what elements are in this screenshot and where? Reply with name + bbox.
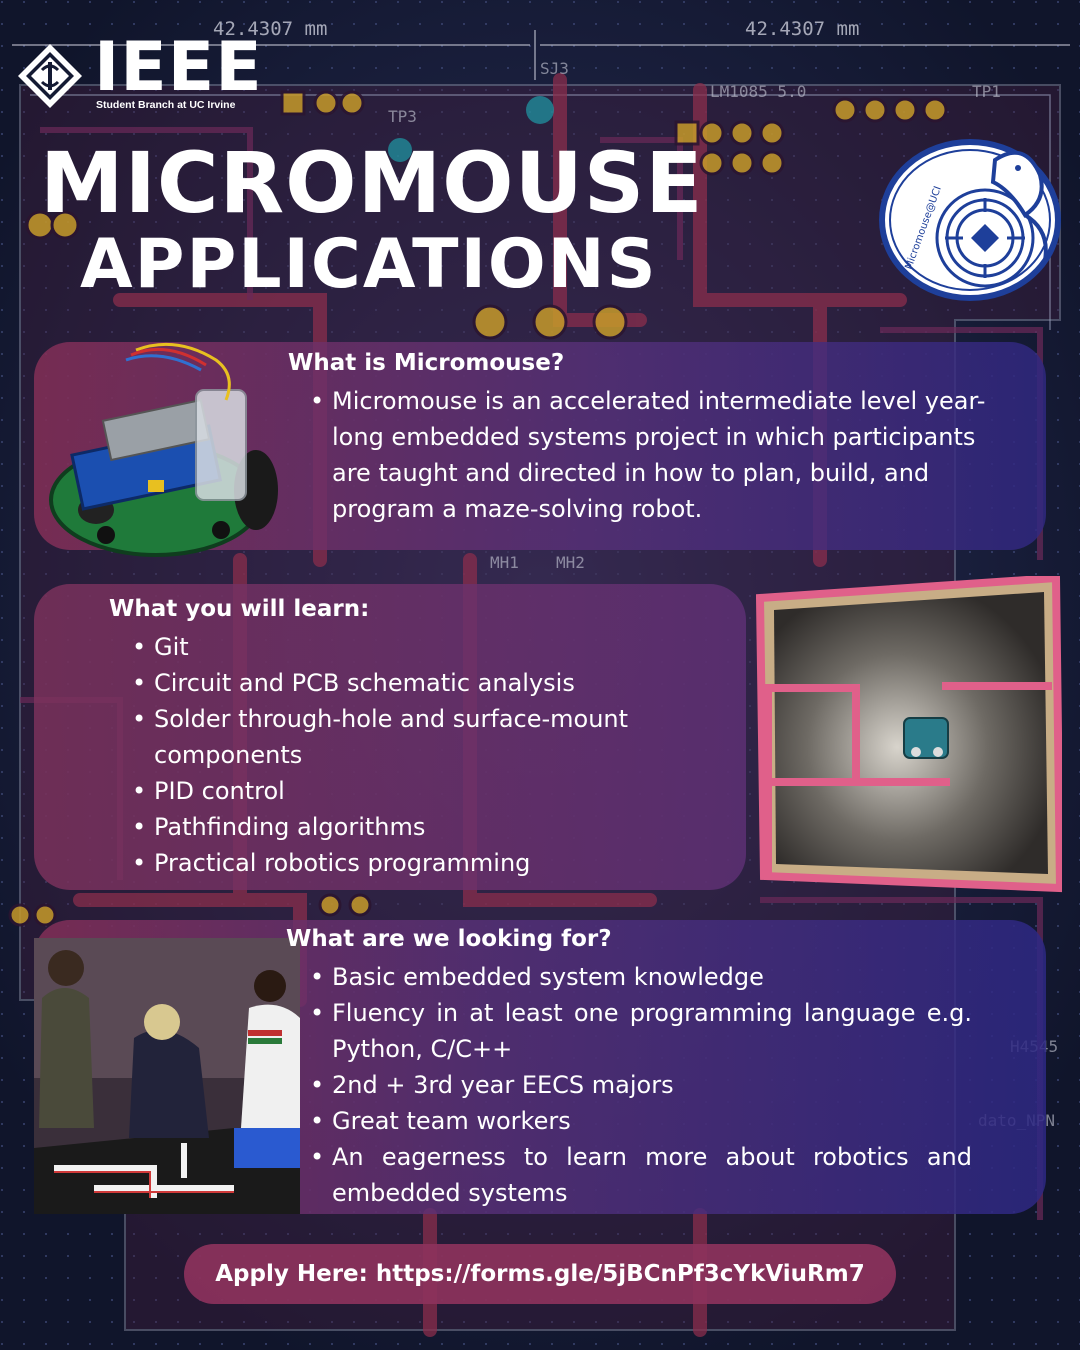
list-item: Pathfinding algorithms	[132, 809, 732, 845]
list-item: Fluency in at least one programming lang…	[310, 995, 972, 1067]
mouse-maze-badge-icon: Micromouse@UCI	[879, 139, 1061, 301]
section2-title: What you will learn:	[109, 596, 370, 622]
apply-link-text[interactable]: Apply Here: https://forms.gle/5jBCnPf3cY…	[215, 1261, 865, 1287]
section1-title: What is Micromouse?	[288, 350, 565, 376]
list-item: Solder through-hole and surface-mount co…	[132, 701, 732, 773]
list-item: Practical robotics programming	[132, 845, 732, 881]
team-photo	[34, 938, 300, 1214]
page-title-line2: APPLICATIONS	[80, 225, 658, 304]
apply-link-button[interactable]: Apply Here: https://forms.gle/5jBCnPf3cY…	[184, 1244, 896, 1304]
section3-bullet-list: Basic embedded system knowledge Fluency …	[310, 959, 972, 1211]
ieee-branch-subtitle: Student Branch at UC Irvine	[96, 99, 236, 111]
list-item: PID control	[132, 773, 732, 809]
ieee-wordmark: IEEE	[94, 28, 263, 107]
svg-text:MH1: MH1	[490, 553, 519, 572]
list-item: Micromouse is an accelerated intermediat…	[310, 383, 1010, 527]
dimension-label-right: 42.4307 mm	[745, 18, 860, 40]
ieee-logo: IEEE Student Branch at UC Irvine	[14, 32, 269, 112]
section1-bullet-list: Micromouse is an accelerated intermediat…	[310, 383, 1010, 527]
list-item: Circuit and PCB schematic analysis	[132, 665, 732, 701]
svg-text:SJ3: SJ3	[540, 59, 569, 78]
list-item: Great team workers	[310, 1103, 972, 1139]
maze-photo	[756, 576, 1062, 893]
svg-text:TP3: TP3	[388, 107, 417, 126]
page-title-line1: MICROMOUSE	[40, 134, 704, 232]
list-item: An eagerness to learn more about robotic…	[310, 1139, 972, 1211]
list-item: 2nd + 3rd year EECS majors	[310, 1067, 972, 1103]
section3-title: What are we looking for?	[286, 926, 612, 952]
list-item: Basic embedded system knowledge	[310, 959, 972, 995]
list-item: Git	[132, 629, 732, 665]
svg-text:MH2: MH2	[556, 553, 585, 572]
ieee-diamond-icon	[18, 44, 82, 108]
dimension-label-left: 42.4307 mm	[213, 18, 328, 40]
svg-text:LM1085 5.0: LM1085 5.0	[710, 82, 806, 101]
micromouse-robot-photo	[49, 342, 278, 557]
svg-text:TP1: TP1	[972, 82, 1001, 101]
section2-bullet-list: Git Circuit and PCB schematic analysis S…	[132, 629, 732, 881]
